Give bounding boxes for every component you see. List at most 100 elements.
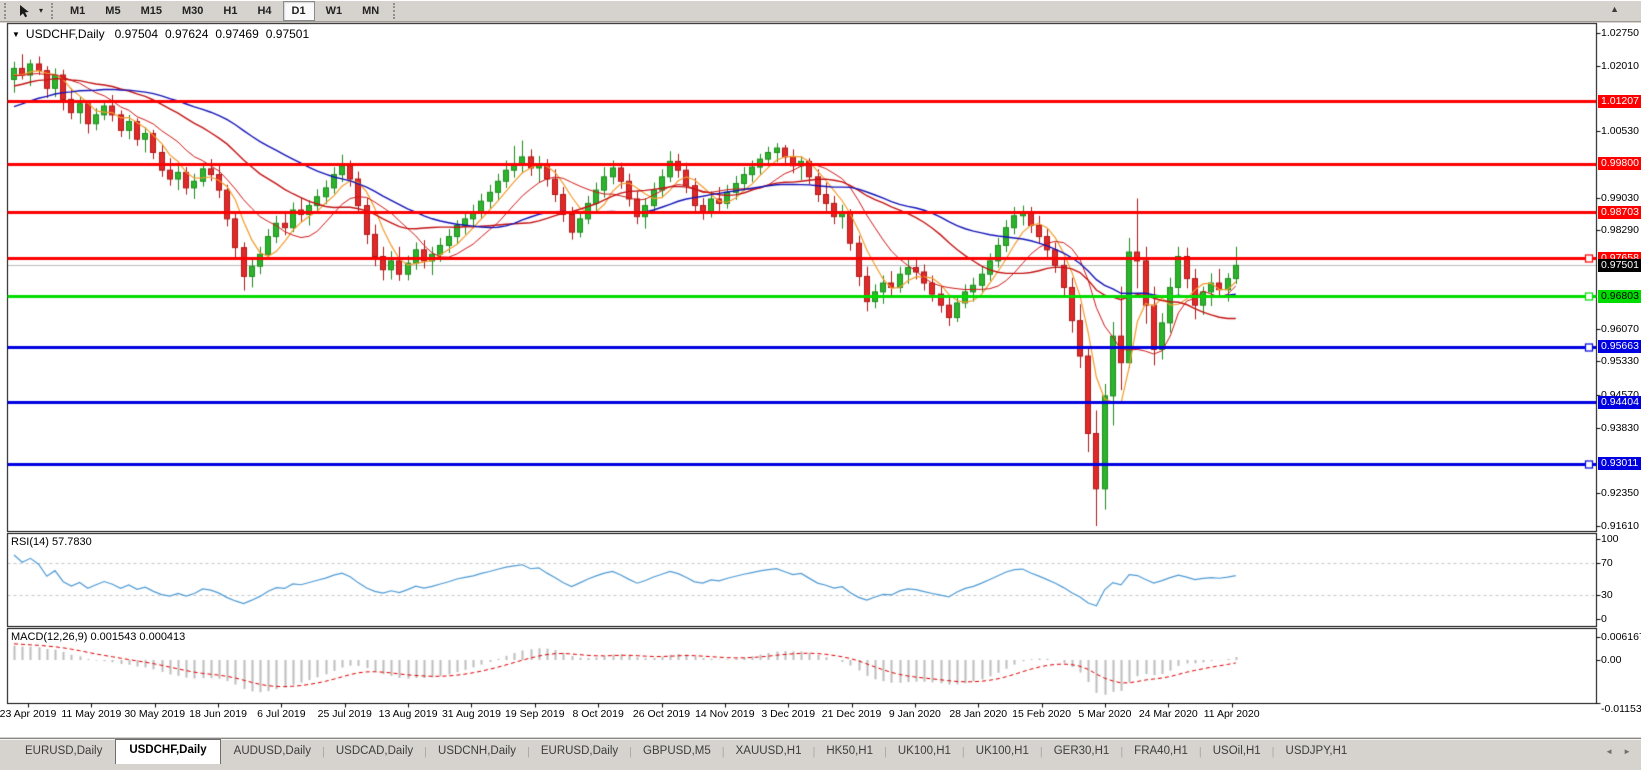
macd-axis-label: 0.00	[1601, 654, 1622, 666]
ohlc-high: 0.97624	[165, 27, 209, 41]
y-axis-tick-label: 1.00530	[1601, 125, 1639, 138]
tab-scroll-left-icon[interactable]: ◄	[1605, 747, 1613, 756]
x-axis-date-label: 8 Oct 2019	[572, 708, 624, 720]
tab-usdcnh-daily[interactable]: USDCNH,Daily	[438, 745, 516, 757]
price-badge-0.93011: 0.93011	[1598, 457, 1641, 471]
rsi-axis-label: 0	[1601, 613, 1607, 625]
tab-fra40-h1[interactable]: FRA40,H1	[1134, 745, 1188, 757]
macd-label: MACD(12,26,9) 0.001543 0.000413	[11, 631, 186, 643]
timeframe-button-d1[interactable]: D1	[282, 0, 315, 21]
chart-tabs-bar: EURUSD,Daily USDCHF,Daily AUDUSD,Daily | USD…	[0, 738, 1641, 764]
tab-usdcad-daily[interactable]: USDCAD,Daily	[335, 745, 414, 757]
tab-eurusd-daily[interactable]: EURUSD,Daily	[540, 745, 619, 757]
x-axis-date-label: 11 May 2019	[61, 708, 122, 720]
tab-separator: |	[629, 746, 633, 758]
tab-separator: |	[424, 746, 428, 758]
x-axis-date-label: 18 Jun 2019	[189, 708, 247, 720]
x-axis-date-label: 25 Jul 2019	[317, 708, 372, 720]
timeframe-button-h4[interactable]: H4	[257, 4, 272, 17]
timeframe-button-m30[interactable]: M30	[181, 4, 204, 17]
tab-usdjpy-h1[interactable]: USDJPY,H1	[1285, 745, 1348, 757]
rsi-axis-label: 30	[1601, 589, 1613, 601]
toolbar: ▾ M1 M5 M15 M30 H1 H4 D1 W1 MN ▲	[0, 0, 1641, 22]
price-badge-0.99800: 0.99800	[1598, 157, 1641, 171]
rsi-axis-label: 70	[1601, 557, 1613, 569]
toolbar-up-arrow-icon[interactable]: ▲	[1610, 4, 1619, 14]
tab-audusd-daily[interactable]: AUDUSD,Daily	[233, 745, 311, 757]
macd-axis-label: -0.011531	[1601, 703, 1641, 715]
timeframe-button-m15[interactable]: M15	[140, 4, 162, 17]
ohlc-open: 0.97504	[114, 27, 158, 41]
price-badge-0.97501: 0.97501	[1598, 258, 1641, 272]
tab-separator: |	[721, 746, 725, 758]
tab-separator: |	[961, 746, 965, 758]
toolbar-grip-handle[interactable]	[393, 2, 396, 19]
ohlc-close: 0.97501	[265, 27, 310, 41]
timeframe-button-w1[interactable]: W1	[325, 4, 343, 17]
tab-xauusd-h1[interactable]: XAUUSD,H1	[735, 745, 802, 757]
y-axis-tick-label: 1.02010	[1601, 59, 1639, 72]
tab-uk100-h1[interactable]: UK100,H1	[897, 745, 951, 757]
tab-separator: |	[1120, 746, 1124, 758]
ohlc-low: 0.97469	[215, 27, 259, 41]
tab-uk100-h1[interactable]: UK100,H1	[975, 745, 1029, 757]
tab-separator: |	[812, 746, 816, 758]
y-axis-tick-label: 0.93830	[1601, 421, 1639, 434]
x-axis-date-label: 3 Dec 2019	[761, 708, 816, 720]
rsi-axis-label: 100	[1601, 533, 1619, 545]
tab-hk50-h1[interactable]: HK50,H1	[826, 745, 873, 757]
tab-eurusd-daily[interactable]: EURUSD,Daily	[25, 745, 103, 757]
price-badge-1.01207: 1.01207	[1598, 94, 1641, 108]
x-axis-date-label: 6 Jul 2019	[257, 708, 306, 720]
toolbar-grip-handle[interactable]	[4, 2, 7, 19]
price-badge-0.98703: 0.98703	[1598, 205, 1641, 219]
tab-separator: |	[1271, 746, 1275, 758]
timeframe-button-m1[interactable]: M1	[70, 4, 86, 17]
x-axis-date-label: 30 May 2019	[124, 708, 186, 720]
price-badge-0.95663: 0.95663	[1598, 340, 1641, 354]
x-axis-date-label: 5 Mar 2020	[1078, 708, 1132, 720]
y-axis-tick-label: 0.95330	[1601, 355, 1639, 368]
cursor-arrow-icon	[20, 4, 29, 17]
chart-title: ▼ USDCHF,Daily 0.97504 0.97624 0.97469 0…	[12, 27, 316, 41]
timeframe-button-m5[interactable]: M5	[105, 4, 121, 17]
x-axis-date-label: 28 Jan 2020	[949, 708, 1008, 720]
x-axis-date-label: 21 Dec 2019	[821, 708, 882, 720]
timeframe-button-h1[interactable]: H1	[223, 4, 238, 17]
price-badge-0.96803: 0.96803	[1598, 289, 1641, 303]
tab-gbpusd-m5[interactable]: GBPUSD,M5	[643, 745, 711, 757]
x-axis-date-label: 31 Aug 2019	[441, 708, 501, 720]
y-axis-tick-label: 1.02750	[1601, 27, 1639, 39]
tab-separator: |	[1198, 746, 1202, 758]
one-click-collapse-icon[interactable]: ▼	[12, 29, 20, 39]
x-axis-date-label: 24 Mar 2020	[1138, 708, 1198, 720]
cursor-tool-button[interactable]	[13, 2, 35, 20]
tab-separator: |	[526, 746, 530, 758]
macd-axis-label: 0.006167	[1601, 630, 1641, 643]
x-axis-date-label: 26 Oct 2019	[632, 708, 691, 720]
y-axis-tick-label: 0.99030	[1601, 191, 1639, 204]
y-axis-tick-label: 0.96070	[1601, 322, 1639, 335]
tab-usdchf-daily[interactable]: USDCHF,Daily	[115, 739, 221, 764]
chart-symbol-label: USDCHF,Daily	[25, 27, 105, 41]
tab-separator: |	[1039, 746, 1043, 758]
y-axis-tick-label: 0.98290	[1601, 224, 1639, 237]
x-axis-date-label: 11 Apr 2020	[1203, 708, 1260, 720]
x-axis-date-label: 23 Apr 2019	[0, 708, 57, 720]
tab-separator: |	[884, 746, 887, 758]
timeframe-button-mn[interactable]: MN	[362, 4, 380, 17]
chevron-down-icon[interactable]: ▾	[38, 6, 43, 15]
x-axis-date-label: 19 Sep 2019	[505, 708, 565, 720]
tab-usoil-h1[interactable]: USOil,H1	[1212, 745, 1261, 757]
x-axis-date-label: 9 Jan 2020	[888, 708, 941, 720]
y-axis-tick-label: 0.92350	[1601, 487, 1639, 500]
tab-ger30-h1[interactable]: GER30,H1	[1053, 745, 1110, 757]
tab-scroll-right-icon[interactable]: ►	[1623, 747, 1631, 756]
toolbar-grip-handle[interactable]	[51, 2, 54, 19]
x-axis-date-label: 14 Nov 2019	[695, 708, 755, 720]
x-axis-date-label: 15 Feb 2020	[1012, 708, 1072, 720]
tab-separator: |	[321, 746, 325, 758]
y-axis-tick-label: 0.91610	[1601, 520, 1639, 532]
